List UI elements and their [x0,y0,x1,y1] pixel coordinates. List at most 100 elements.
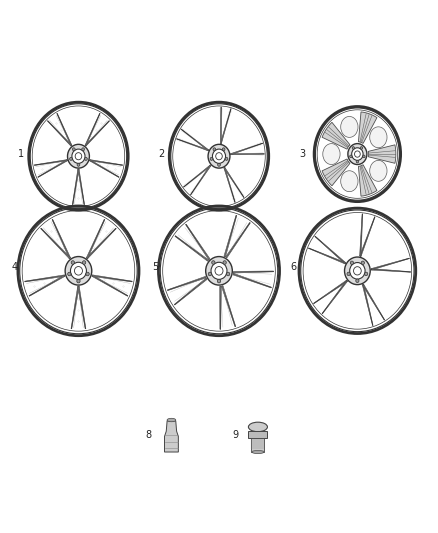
Polygon shape [315,236,346,264]
Ellipse shape [361,261,364,264]
Ellipse shape [74,266,82,275]
Polygon shape [174,278,207,305]
Ellipse shape [363,155,365,158]
Polygon shape [86,220,105,259]
Polygon shape [362,284,385,320]
Polygon shape [89,160,119,177]
Polygon shape [220,107,222,143]
Polygon shape [358,165,377,196]
Ellipse shape [345,257,370,285]
Ellipse shape [223,261,226,264]
Ellipse shape [341,171,358,192]
Ellipse shape [85,157,87,160]
Ellipse shape [225,157,228,160]
Polygon shape [314,280,347,304]
Text: 3: 3 [299,149,305,159]
Polygon shape [52,220,71,259]
Ellipse shape [218,163,220,166]
Ellipse shape [354,151,360,157]
Polygon shape [251,438,265,452]
Polygon shape [224,167,244,197]
Ellipse shape [252,450,264,454]
Ellipse shape [350,261,353,264]
Ellipse shape [348,143,367,165]
Polygon shape [184,165,211,187]
Polygon shape [322,159,350,186]
Ellipse shape [370,127,387,148]
Polygon shape [226,223,250,258]
Polygon shape [308,248,346,264]
Polygon shape [181,129,208,151]
Polygon shape [29,275,65,296]
Ellipse shape [356,160,359,163]
Polygon shape [38,160,67,177]
Polygon shape [368,145,396,163]
Text: 9: 9 [232,430,238,440]
Text: 4: 4 [11,262,18,272]
Ellipse shape [72,148,75,151]
Polygon shape [72,169,79,205]
Ellipse shape [222,148,225,151]
Ellipse shape [364,272,368,276]
Ellipse shape [86,272,89,276]
Polygon shape [322,280,347,314]
Ellipse shape [82,148,85,151]
Polygon shape [360,217,375,256]
Ellipse shape [67,144,89,168]
Ellipse shape [323,143,340,165]
Ellipse shape [370,160,387,181]
Polygon shape [222,286,236,327]
Polygon shape [86,228,116,259]
Polygon shape [25,275,65,282]
Ellipse shape [212,261,215,264]
Ellipse shape [215,266,223,275]
Polygon shape [231,143,263,155]
Ellipse shape [82,261,86,264]
Polygon shape [371,269,410,272]
Ellipse shape [216,152,222,160]
Ellipse shape [167,418,176,422]
Ellipse shape [217,279,221,283]
Text: 6: 6 [290,262,297,272]
Ellipse shape [77,163,80,166]
Polygon shape [231,154,264,155]
Ellipse shape [71,262,86,279]
Ellipse shape [65,256,92,285]
Polygon shape [220,109,231,143]
Polygon shape [92,275,128,296]
Ellipse shape [226,272,230,276]
Ellipse shape [350,263,365,279]
Polygon shape [224,167,235,203]
Ellipse shape [352,148,363,160]
Polygon shape [360,214,363,256]
Polygon shape [371,258,409,270]
Polygon shape [57,114,72,146]
Ellipse shape [206,256,232,285]
Polygon shape [248,431,268,438]
Polygon shape [41,228,71,259]
Polygon shape [177,139,208,151]
Polygon shape [92,275,132,282]
Ellipse shape [77,279,80,283]
Polygon shape [35,159,67,165]
Ellipse shape [347,272,350,276]
Ellipse shape [70,157,72,160]
Ellipse shape [353,266,361,275]
Text: 1: 1 [18,149,24,159]
Text: 8: 8 [145,430,152,440]
Polygon shape [165,421,178,452]
Ellipse shape [213,148,216,151]
Ellipse shape [208,272,212,276]
Ellipse shape [72,149,85,163]
Polygon shape [191,165,211,195]
Polygon shape [358,112,377,143]
Ellipse shape [71,261,74,264]
Polygon shape [220,286,221,329]
Polygon shape [85,114,100,146]
Polygon shape [78,286,86,329]
Ellipse shape [341,116,358,138]
Polygon shape [47,120,72,146]
Ellipse shape [352,147,354,149]
Text: 2: 2 [159,149,165,159]
Ellipse shape [67,272,71,276]
